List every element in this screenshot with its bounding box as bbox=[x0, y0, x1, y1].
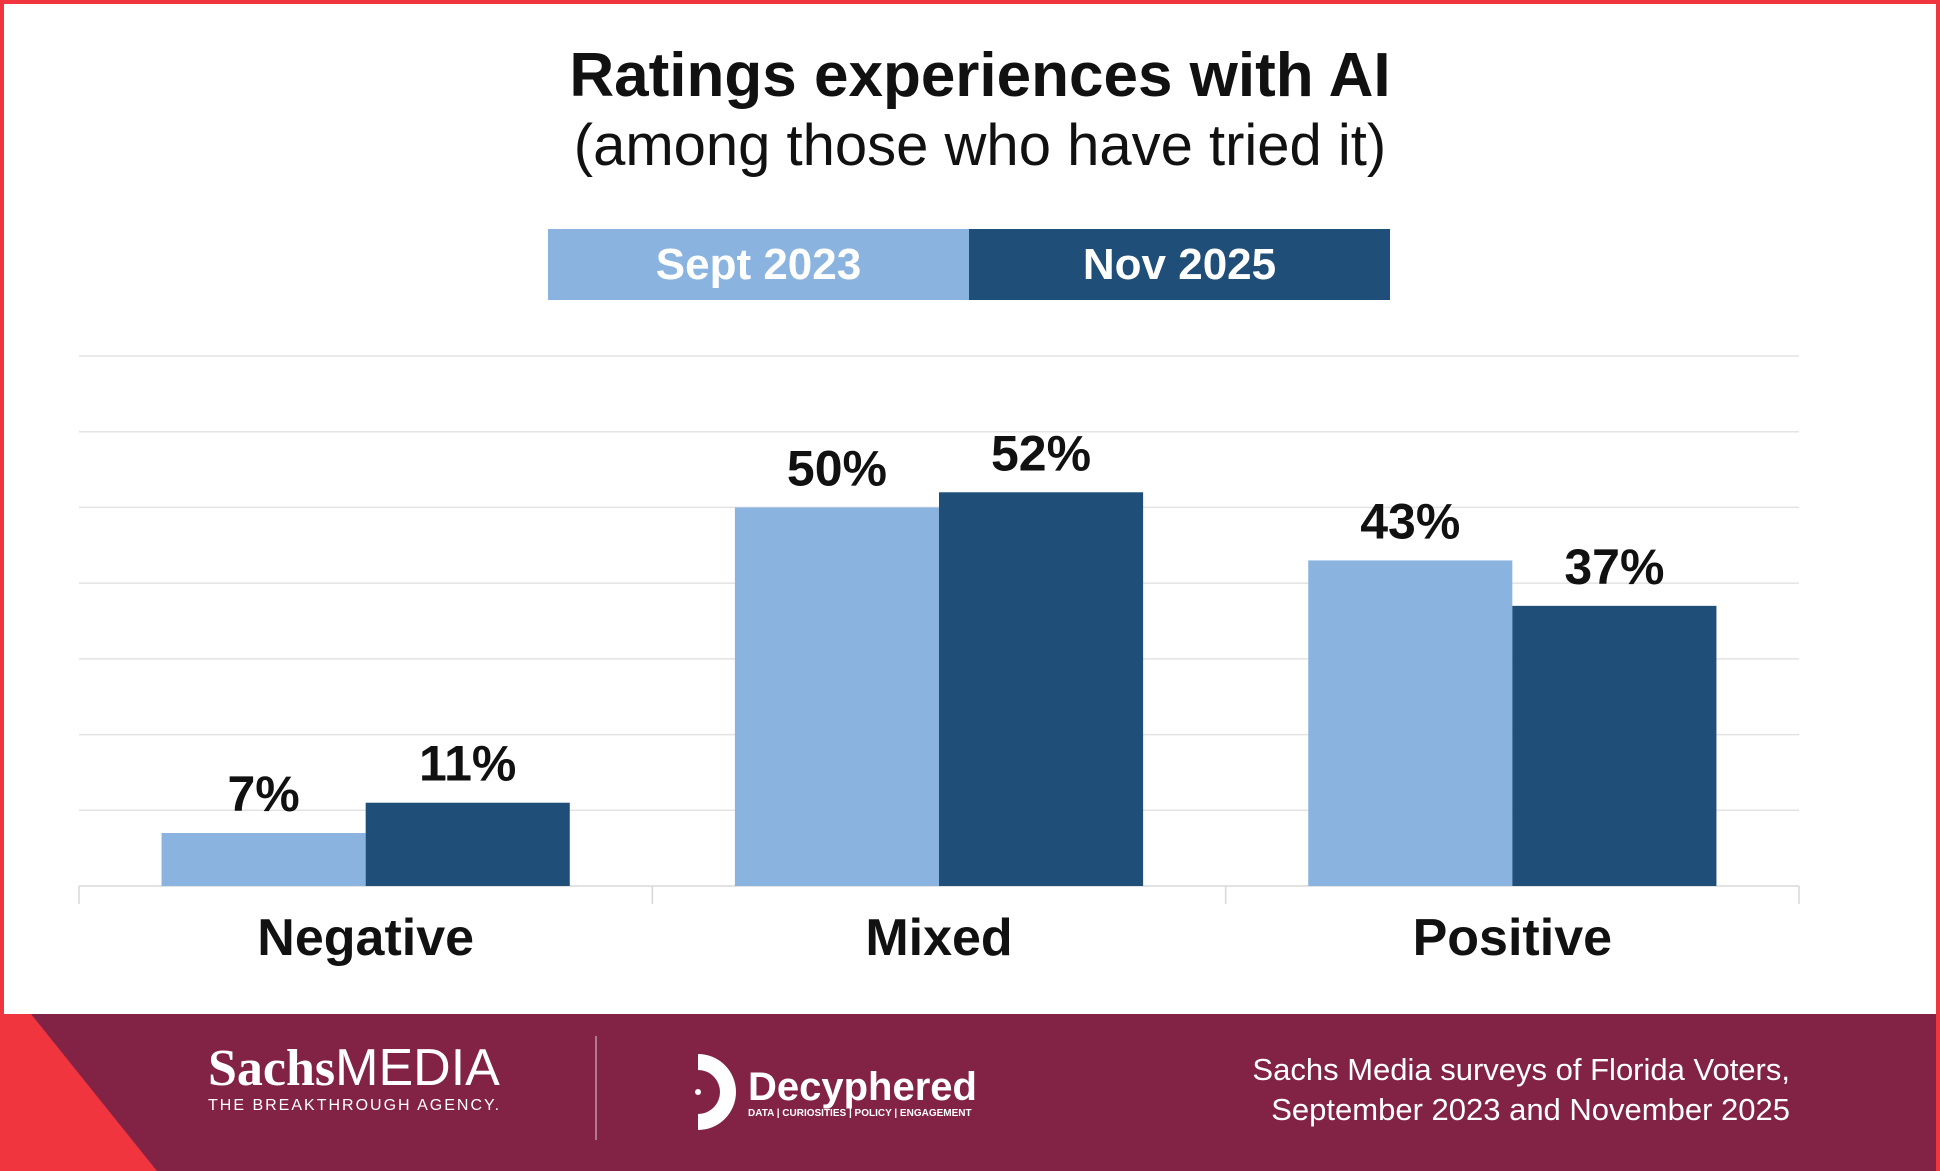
data-label: 37% bbox=[1564, 539, 1664, 595]
data-label: 50% bbox=[787, 440, 887, 496]
data-label: 11% bbox=[419, 736, 516, 792]
bar-mixed-1 bbox=[939, 492, 1144, 886]
data-label: 43% bbox=[1360, 493, 1460, 549]
decyphered-logo: Decyphered DATA | CURIOSITIES | POLICY |… bbox=[692, 1052, 977, 1132]
chart-subtitle: (among those who have tried it) bbox=[573, 113, 1387, 178]
bar-negative-0 bbox=[161, 833, 366, 886]
bar-positive-0 bbox=[1308, 560, 1513, 886]
bar-chart: 7% 11% Negative 50% 52% Mixed 43% 37% Positive bbox=[78, 355, 1800, 967]
data-label: 7% bbox=[227, 766, 299, 822]
bar-positive-1 bbox=[1512, 605, 1717, 886]
footer-divider bbox=[595, 1036, 597, 1140]
data-label: 52% bbox=[991, 425, 1091, 481]
source-note: Sachs Media surveys of Florida Voters, S… bbox=[1252, 1050, 1790, 1130]
legend-item-sept-2023: Sept 2023 bbox=[548, 229, 969, 300]
decyphered-name: Decyphered bbox=[748, 1064, 977, 1109]
logo-tagline: THE BREAKTHROUGH AGENCY. bbox=[208, 1097, 502, 1114]
sachs-media-logo: SachsMEDIA THE BREAKTHROUGH AGENCY. bbox=[208, 1040, 501, 1115]
source-line-2: September 2023 and November 2025 bbox=[1271, 1092, 1790, 1127]
legend-item-nov-2025: Nov 2025 bbox=[969, 229, 1390, 300]
footer bbox=[0, 1014, 1940, 1171]
bar-negative-1 bbox=[365, 802, 570, 886]
decyphered-tagline: DATA | CURIOSITIES | POLICY | ENGAGEMENT bbox=[748, 1107, 972, 1119]
logo-text-light: MEDIA bbox=[335, 1039, 500, 1097]
legend: Sept 2023 Nov 2025 bbox=[548, 229, 1390, 300]
category-label: Negative bbox=[257, 909, 474, 967]
chart-title: Ratings experiences with AI bbox=[569, 41, 1391, 110]
bar-mixed-0 bbox=[734, 507, 939, 886]
category-label: Mixed bbox=[865, 909, 1012, 967]
logo-text-bold: Sachs bbox=[208, 1040, 336, 1097]
category-label: Positive bbox=[1413, 909, 1612, 967]
source-line-1: Sachs Media surveys of Florida Voters, bbox=[1252, 1052, 1790, 1087]
decyphered-emblem-icon bbox=[695, 1054, 736, 1130]
